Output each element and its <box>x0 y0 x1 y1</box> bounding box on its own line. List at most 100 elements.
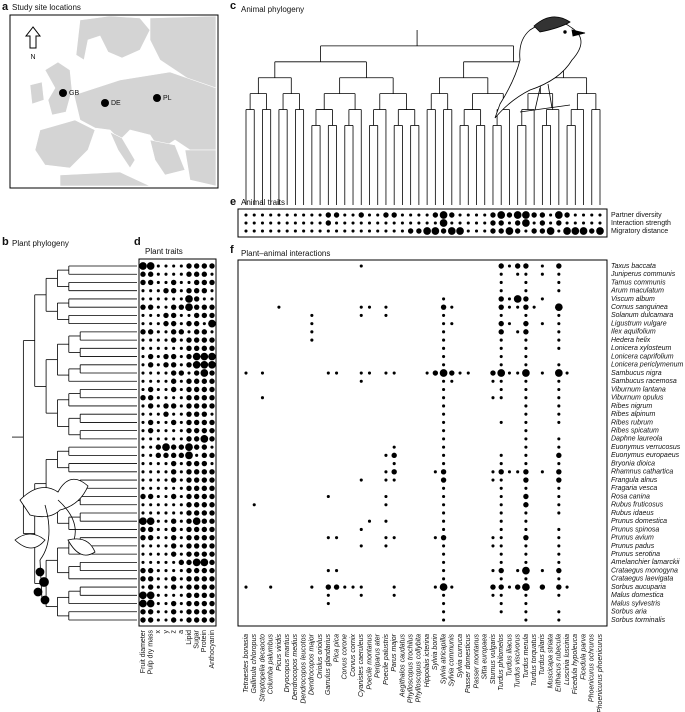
interaction-dot <box>359 478 363 482</box>
trait-dot <box>179 272 183 276</box>
trait-dot <box>170 477 177 483</box>
trait-dot <box>208 319 216 328</box>
trait-dot <box>209 600 215 607</box>
interaction-dot <box>524 445 528 449</box>
interaction-dot <box>557 445 561 449</box>
trait-dot <box>193 287 200 294</box>
interaction-dot <box>557 404 561 408</box>
trait-dot <box>201 304 208 310</box>
trait-dot <box>147 304 154 310</box>
trait-dot <box>147 403 154 409</box>
trait-dot <box>179 470 183 474</box>
trait-dot <box>164 610 168 614</box>
interaction-dot <box>449 370 455 376</box>
interaction-dot <box>326 601 330 606</box>
trait-dot <box>186 337 192 343</box>
trait-dot <box>164 371 168 375</box>
interaction-dot <box>557 618 561 622</box>
trait-dot <box>164 519 168 523</box>
trait-dot <box>164 379 168 383</box>
interaction-dot <box>540 569 544 573</box>
trait-dot <box>179 338 183 342</box>
trait-dot <box>201 617 208 623</box>
interaction-dot <box>524 280 528 285</box>
trait-dot <box>326 229 330 233</box>
trait-dot <box>149 503 153 507</box>
trait-dot <box>179 486 183 490</box>
plant-label: Malus domestica <box>611 592 664 599</box>
trait-dot <box>156 544 160 548</box>
trait-dot <box>351 221 355 225</box>
interaction-dot <box>556 477 562 483</box>
trait-dot <box>163 452 169 459</box>
trait-dot <box>170 518 177 524</box>
trait-dot <box>149 544 153 548</box>
trait-dot <box>498 228 504 234</box>
animal-label: Luscinia luscinia <box>564 634 571 685</box>
interaction-dot <box>442 379 446 383</box>
interaction-dot <box>524 429 528 433</box>
trait-dot <box>440 228 447 234</box>
trait-dot <box>186 526 192 533</box>
trait-dot <box>546 227 555 235</box>
trait-dot <box>156 338 160 342</box>
interaction-dot <box>499 313 503 317</box>
trait-dot <box>164 536 168 540</box>
trait-dot <box>156 272 160 276</box>
interaction-dot <box>498 263 504 269</box>
trait-dot <box>367 229 372 233</box>
trait-dot <box>179 585 183 589</box>
trait-dot <box>164 305 168 309</box>
trait-dot <box>170 543 177 549</box>
trait-dot <box>293 213 297 217</box>
trait-dot <box>164 569 168 573</box>
trait-dot <box>209 378 215 384</box>
interaction-dot <box>524 387 528 392</box>
trait-label: Interaction strength <box>611 220 671 227</box>
trait-dot <box>179 527 183 531</box>
trait-dot <box>186 320 192 327</box>
trait-dot <box>141 313 145 317</box>
trait-dot <box>141 470 145 474</box>
trait-dot <box>210 297 214 301</box>
trait-dot <box>156 503 160 507</box>
plant-label: Euonymus verrucosus <box>611 444 681 451</box>
interaction-dot <box>442 412 446 416</box>
trait-dot <box>141 445 145 449</box>
site-label: GB <box>69 90 79 97</box>
trait-dot <box>474 221 479 225</box>
trait-dot <box>186 460 192 467</box>
interaction-dot <box>554 369 563 377</box>
trait-dot <box>554 211 563 219</box>
trait-dot <box>147 584 154 590</box>
trait-dot <box>140 395 146 401</box>
trait-dot <box>193 592 200 599</box>
trait-dot <box>170 287 177 294</box>
plant-label: Daphne laureola <box>611 436 662 443</box>
trait-dot <box>200 369 209 377</box>
trait-dot <box>164 396 168 400</box>
interaction-dot <box>277 305 281 309</box>
panel-title: Plant–animal interactions <box>241 249 330 258</box>
interaction-dot <box>557 396 561 400</box>
trait-dot <box>376 213 380 217</box>
trait-dot <box>193 444 200 450</box>
trait-dot <box>209 617 215 623</box>
interaction-dot <box>333 584 340 590</box>
trait-dot <box>514 220 521 226</box>
animal-label: Poecile palustris <box>383 634 390 685</box>
trait-dot <box>164 618 168 622</box>
trait-dot <box>192 517 201 526</box>
interaction-dot <box>554 303 563 312</box>
panel-letter: e <box>230 196 236 208</box>
plant-label: Rubus fruticosus <box>611 502 664 509</box>
interaction-dot <box>359 527 363 531</box>
interaction-dot <box>442 462 446 466</box>
trait-dot <box>172 412 176 416</box>
trait-dot <box>195 453 199 457</box>
trait-dot <box>179 569 183 573</box>
trait-dot <box>156 601 160 606</box>
trait-dot <box>193 419 200 426</box>
trait-dot <box>589 228 595 234</box>
interaction-dot <box>466 371 470 375</box>
